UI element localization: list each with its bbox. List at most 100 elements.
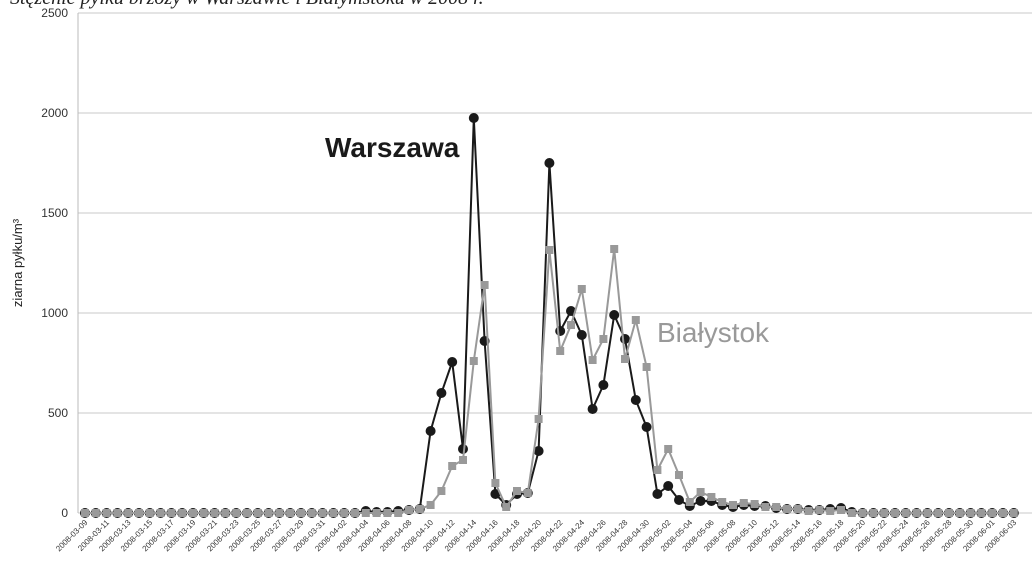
data-point (102, 509, 111, 517)
data-point (988, 509, 997, 517)
data-point (999, 509, 1007, 517)
data-point (567, 321, 575, 329)
data-point (793, 505, 802, 513)
data-point (869, 509, 878, 517)
data-point (685, 498, 694, 506)
data-point (598, 380, 609, 390)
data-point (145, 509, 154, 517)
data-point (458, 444, 468, 454)
data-point (934, 509, 943, 517)
data-point (318, 509, 327, 517)
data-point (783, 505, 791, 513)
data-point (945, 509, 953, 517)
data-point (556, 347, 565, 355)
annotation: Białystok (657, 317, 770, 348)
data-point (750, 500, 759, 508)
data-point (847, 509, 856, 517)
data-point (383, 509, 392, 517)
data-point (923, 509, 932, 517)
data-point (977, 509, 986, 517)
data-point (405, 506, 413, 514)
series-line (85, 248, 1014, 514)
data-point (447, 357, 458, 367)
y-tick-label: 0 (61, 506, 68, 520)
data-point (761, 503, 770, 511)
data-point (587, 404, 598, 414)
data-point (275, 509, 284, 517)
data-point (232, 509, 241, 517)
data-point (372, 509, 381, 517)
data-point (81, 509, 89, 517)
data-point (329, 509, 338, 517)
y-axis-label: ziarna pyłku/m³ (10, 218, 25, 307)
data-point (545, 246, 554, 254)
data-point (199, 509, 208, 517)
data-point (729, 501, 737, 509)
data-point (858, 509, 867, 517)
data-point (513, 487, 521, 495)
data-point (641, 422, 652, 432)
data-point (630, 395, 641, 405)
data-point (502, 503, 511, 511)
data-point (588, 356, 597, 364)
data-point (340, 509, 349, 517)
data-point (652, 489, 663, 499)
data-point (620, 334, 630, 344)
data-point (490, 489, 501, 499)
y-tick-label: 1000 (41, 306, 68, 320)
data-point (469, 357, 478, 365)
data-point (425, 426, 436, 436)
data-point (189, 509, 197, 517)
data-point (533, 446, 544, 456)
data-point (253, 509, 262, 517)
y-tick-label: 2000 (41, 106, 68, 120)
data-point (912, 509, 921, 517)
data-point (772, 503, 781, 511)
data-point (426, 501, 435, 509)
data-point (664, 445, 673, 453)
data-point (739, 499, 748, 507)
data-point (544, 158, 555, 168)
data-point (297, 509, 305, 517)
data-point (394, 509, 403, 517)
data-point (135, 509, 143, 517)
data-point (674, 495, 684, 505)
data-point (642, 363, 651, 371)
data-point (243, 509, 251, 517)
data-point (653, 466, 662, 474)
data-point (361, 509, 370, 517)
data-point (264, 509, 273, 517)
data-point (286, 509, 295, 517)
y-tick-label: 500 (48, 406, 68, 420)
data-point (577, 285, 586, 293)
data-point (576, 330, 587, 340)
data-point (210, 509, 219, 517)
data-point (307, 509, 316, 517)
y-tick-label: 1500 (41, 206, 68, 220)
data-point (718, 498, 727, 506)
y-tick-label: 2500 (41, 6, 68, 20)
data-point (523, 489, 532, 497)
data-point (468, 113, 479, 123)
data-point (631, 316, 640, 324)
data-point (610, 245, 619, 253)
data-point (459, 456, 467, 464)
data-point (599, 335, 608, 343)
data-point (609, 310, 620, 320)
data-point (675, 471, 683, 479)
data-point (696, 488, 705, 496)
data-point (663, 481, 674, 491)
data-point (621, 355, 629, 363)
data-point (955, 509, 964, 517)
data-point (436, 388, 447, 398)
data-point (891, 509, 899, 517)
data-point (837, 506, 845, 514)
chart-title: Stężenie pyłku brzozy w Warszawie i Biał… (10, 0, 484, 9)
data-point (415, 505, 424, 513)
data-point (880, 509, 889, 517)
annotation: Warszawa (325, 132, 460, 163)
data-point (178, 509, 187, 517)
data-point (815, 506, 824, 514)
series-line (85, 117, 1014, 514)
